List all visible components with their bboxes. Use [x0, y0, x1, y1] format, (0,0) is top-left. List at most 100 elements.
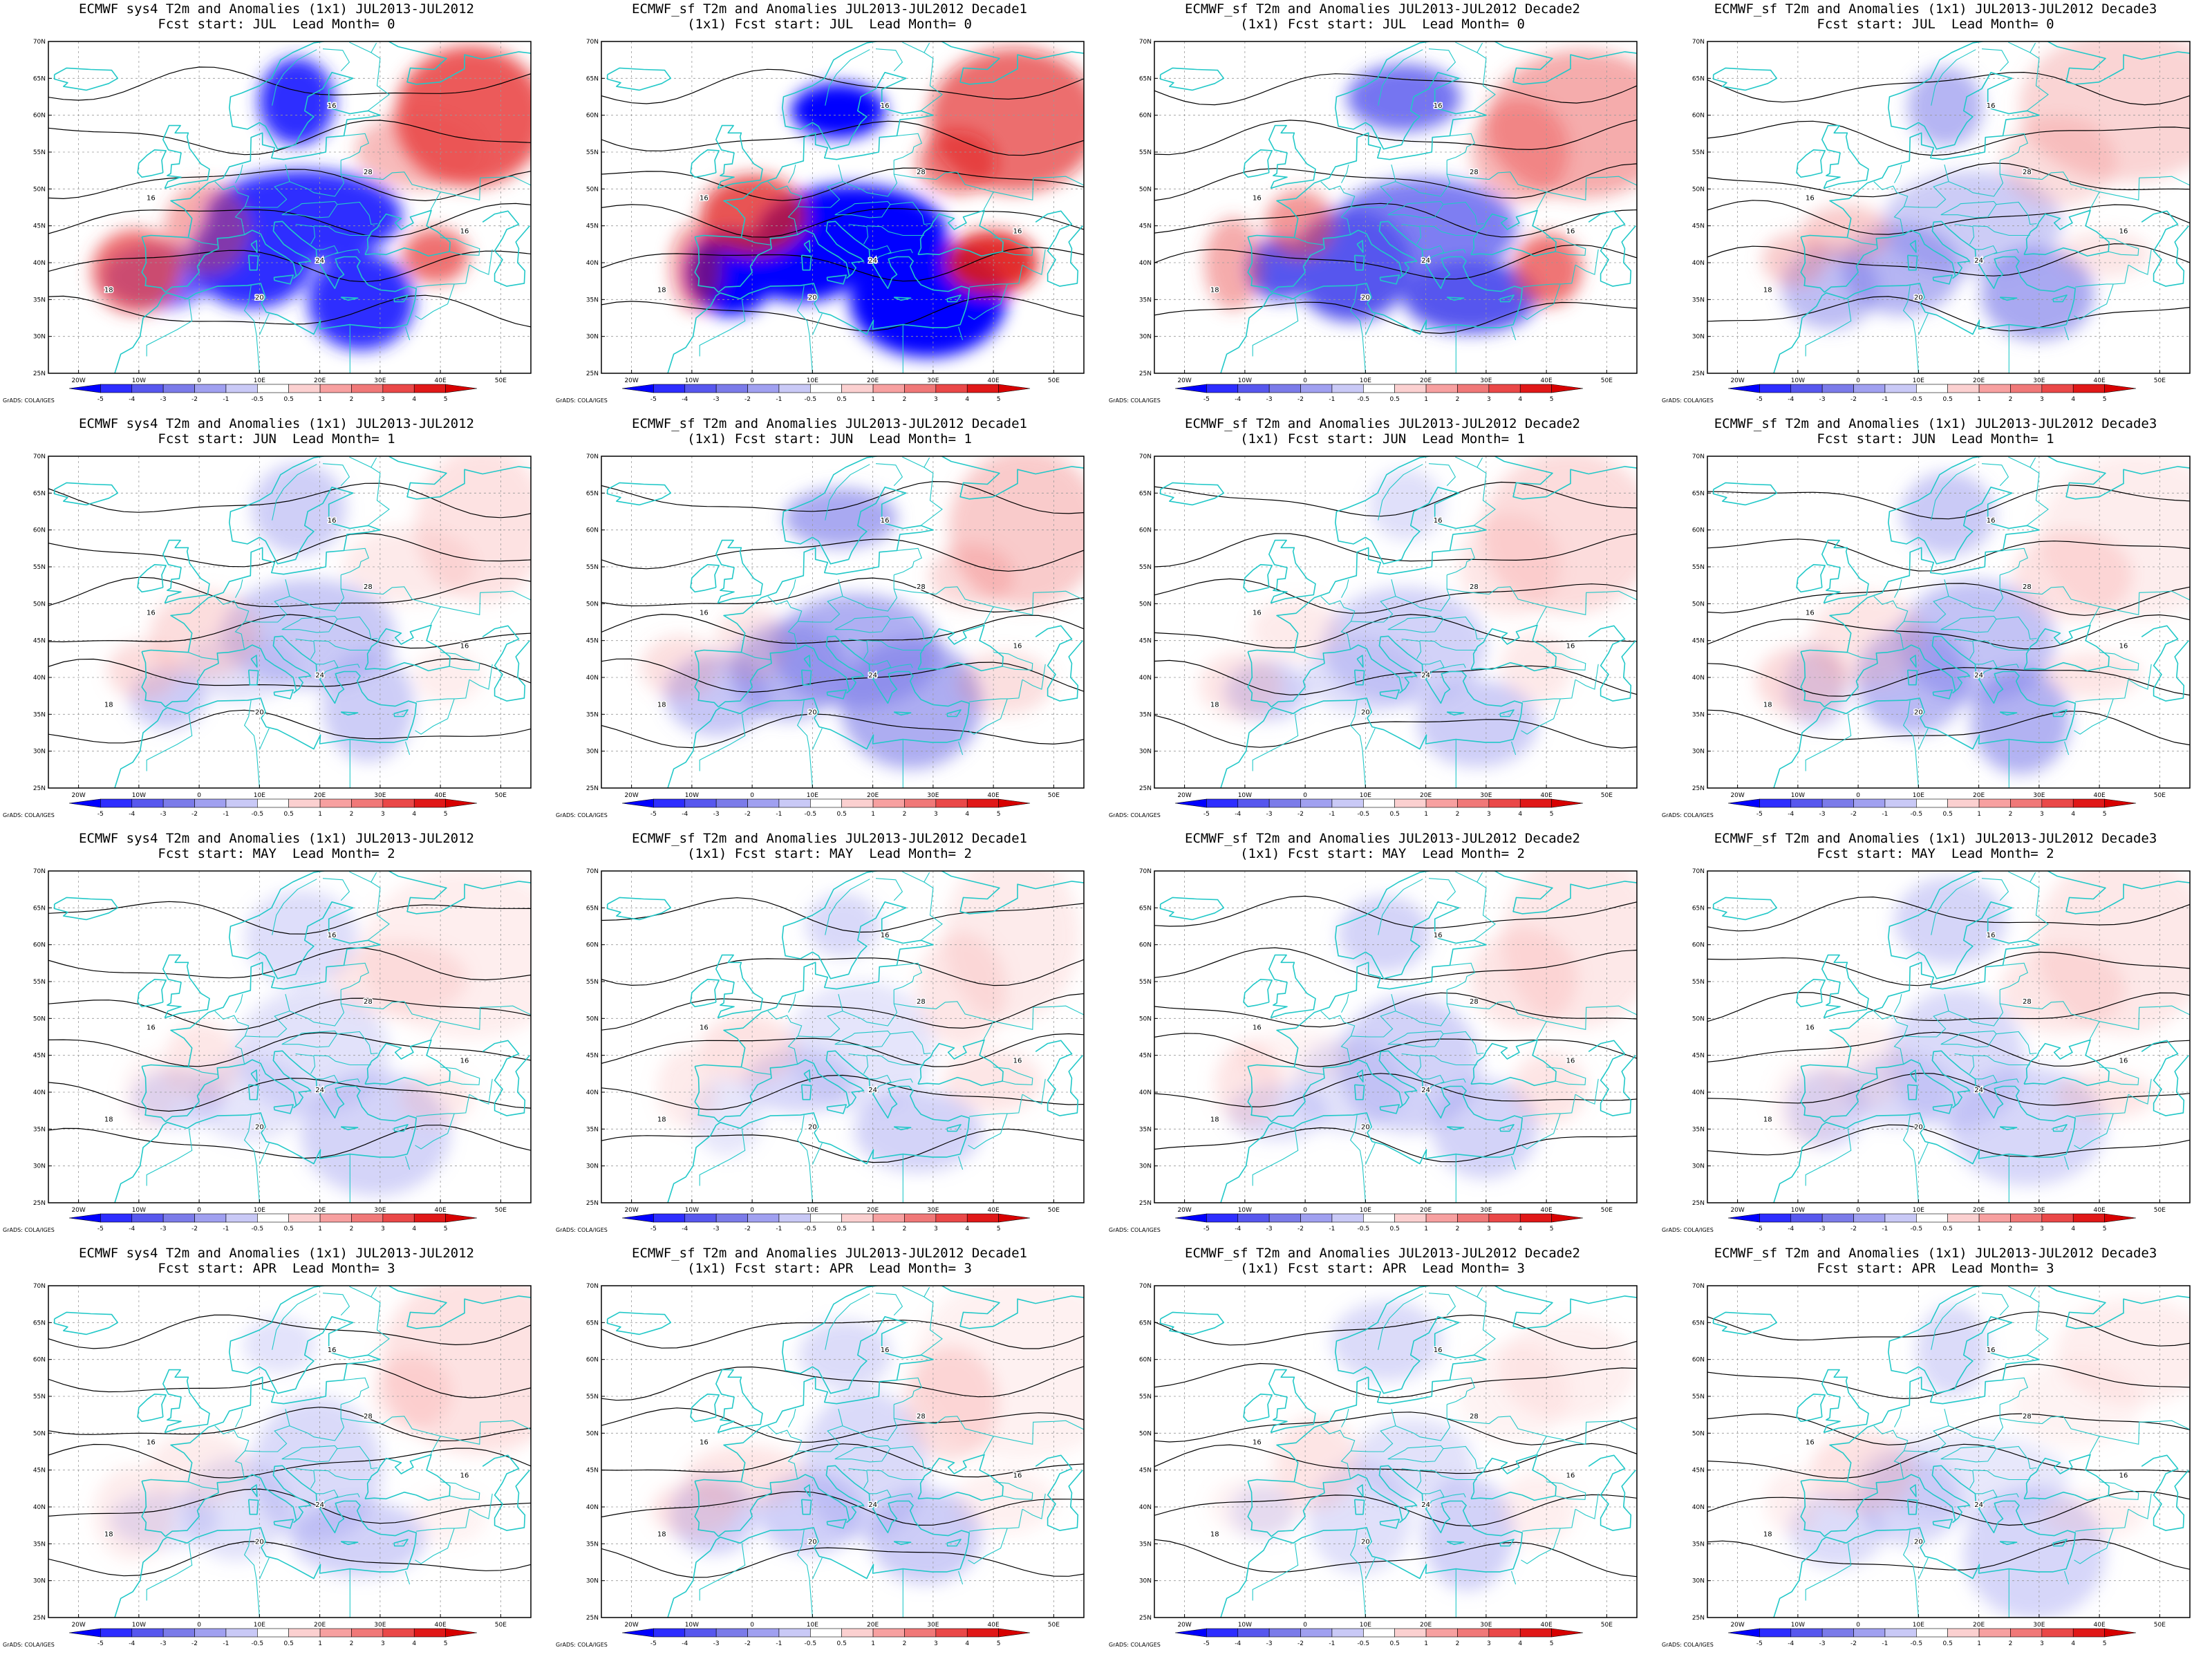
- lon-label: 30E: [374, 1207, 386, 1214]
- map-svg: 1616281620182470N65N60N55N50N45N40N35N30…: [586, 1283, 1085, 1647]
- lat-label: 45N: [586, 223, 599, 230]
- contour-label: 16: [1806, 194, 1815, 202]
- coastline: [1379, 1519, 1400, 1529]
- warm-anomaly: [2000, 116, 2116, 207]
- lat-label: 65N: [586, 1320, 599, 1327]
- colorbar-swatch: [131, 798, 164, 808]
- panel-title-line2: Fcst start: MAY Lead Month= 2: [158, 846, 395, 861]
- lon-label: 30E: [374, 1622, 386, 1629]
- panel-title-line1: ECMWF_sf T2m and Anomalies JUL2013-JUL20…: [632, 1246, 1027, 1261]
- coastline: [1712, 1311, 1778, 1335]
- border: [295, 1468, 316, 1489]
- border: [1948, 989, 2004, 1027]
- lon-label: 10E: [1913, 1622, 1924, 1629]
- border: [341, 171, 441, 210]
- border: [235, 993, 243, 1013]
- warm-anomaly: [1511, 1051, 1586, 1125]
- lon-label: 30E: [1480, 792, 1492, 799]
- isotherm: [48, 1314, 531, 1349]
- lat-label: 45N: [1692, 223, 1705, 230]
- lon-label: 20W: [1730, 1622, 1744, 1629]
- warm-anomaly: [164, 182, 250, 276]
- coastline: [1932, 1104, 1953, 1114]
- lat-label: 25N: [33, 785, 46, 792]
- coastline: [1801, 1286, 2190, 1483]
- colorbar: -5 -4 -3 -2 -1 -0.5 0.5 1 2 3 4 5: [1174, 1213, 1584, 1232]
- border: [188, 1067, 219, 1075]
- lat-label: 35N: [33, 711, 46, 718]
- border: [1902, 1530, 1919, 1618]
- coastlines: [1159, 41, 1637, 373]
- lon-label: 30E: [927, 1622, 939, 1629]
- colorbar-label: 1: [871, 1226, 875, 1232]
- colorbar-swatch: [747, 1213, 780, 1223]
- border: [1252, 1128, 1299, 1186]
- coastline: [1220, 635, 1523, 788]
- panel-title: ECMWF_sf T2m and Anomalies JUL2013-JUL20…: [1106, 1, 1659, 32]
- credit-text: GrADS: COLA/IGES: [1109, 1227, 1161, 1233]
- colorbar-swatch: [2041, 1628, 2074, 1638]
- map-panel: ECMWF_sf T2m and Anomalies JUL2013-JUL20…: [553, 415, 1106, 830]
- lat-label: 35N: [1139, 1126, 1152, 1133]
- border: [1441, 1078, 1466, 1084]
- colorbar-label: -5: [1756, 1640, 1763, 1647]
- colorbar-swatch: [1853, 1213, 1886, 1223]
- map-svg: 1616281620182470N65N60N55N50N45N40N35N30…: [33, 39, 532, 403]
- border: [1395, 574, 1451, 612]
- coastline: [917, 209, 1004, 257]
- colorbar-swatch: [715, 384, 748, 393]
- map-panel: ECMWF sys4 T2m and Anomalies (1x1) JUL20…: [0, 0, 553, 415]
- panel-title-line2: (1x1) Fcst start: JUN Lead Month= 1: [1240, 431, 1525, 447]
- border: [767, 1011, 803, 1065]
- colorbar-label: -0.5: [805, 1640, 817, 1647]
- colorbar-label: -5: [97, 396, 104, 403]
- border: [796, 1530, 813, 1618]
- coastline: [137, 1394, 167, 1423]
- colorbar-label: -0.5: [1911, 811, 1923, 818]
- colorbar-label: -4: [1235, 811, 1241, 818]
- lat-label: 70N: [586, 868, 599, 875]
- coastline: [946, 1539, 962, 1547]
- colorbar-swatch: [1363, 1213, 1395, 1223]
- lat-label: 30N: [586, 749, 599, 756]
- coastline: [53, 897, 119, 921]
- colorbar-label: 2: [903, 396, 907, 403]
- colorbar: -5 -4 -3 -2 -1 -0.5 0.5 1 2 3 4 5: [1727, 798, 2137, 818]
- anomaly-shading: [1209, 1301, 1637, 1591]
- colorbar-swatch: [1551, 1213, 1584, 1223]
- isotherm: [601, 658, 1084, 693]
- lat-label: 35N: [586, 1126, 599, 1133]
- contour-label: 16: [881, 932, 890, 939]
- lat-label: 70N: [1139, 868, 1152, 875]
- colorbar-label: -1: [223, 811, 229, 818]
- border: [341, 962, 369, 991]
- border: [1320, 1425, 1356, 1479]
- colorbar-swatch: [904, 1213, 937, 1223]
- colorbar-swatch: [1457, 1628, 1490, 1638]
- credit-text: GrADS: COLA/IGES: [1662, 397, 1714, 404]
- colorbar-swatch: [382, 1628, 415, 1638]
- colorbar-swatch: [998, 384, 1031, 393]
- lon-label: 10W: [1238, 377, 1252, 384]
- temperature-contours: [1154, 73, 1637, 335]
- coastline: [1035, 1454, 1083, 1531]
- credit-text: GrADS: COLA/IGES: [1109, 1642, 1161, 1648]
- colorbar-label: -1: [223, 1226, 229, 1232]
- lat-label: 65N: [586, 75, 599, 82]
- contour-label: 20: [255, 294, 264, 301]
- colorbar-swatch: [1300, 1213, 1333, 1223]
- coastline: [1800, 1481, 1806, 1530]
- coastline: [917, 624, 1004, 672]
- colorbar-swatch: [1884, 1213, 1917, 1223]
- colorbar: -5 -4 -3 -2 -1 -0.5 0.5 1 2 3 4 5: [68, 1213, 478, 1232]
- border: [416, 1094, 470, 1117]
- colorbar-label: -5: [1203, 1640, 1210, 1647]
- lon-label: 40E: [2094, 792, 2106, 799]
- colorbar-label: -2: [1850, 396, 1857, 403]
- contour-label: 24: [1974, 257, 1983, 265]
- map-frame: [1707, 456, 2191, 789]
- lat-label: 25N: [1139, 1615, 1152, 1622]
- contour-label: 24: [1421, 257, 1430, 265]
- map-frame: [601, 41, 1085, 374]
- colorbar-swatch: [68, 384, 101, 393]
